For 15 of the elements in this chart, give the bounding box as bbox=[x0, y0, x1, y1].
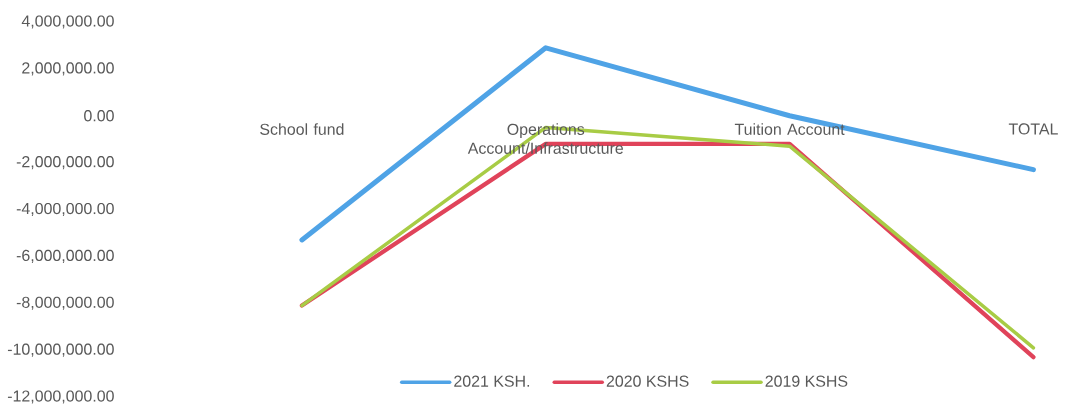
legend-label: 2020 KSHS bbox=[606, 375, 689, 387]
y-tick-label: 4,000,000.00 bbox=[21, 15, 114, 29]
x-tick-label: School fund bbox=[260, 123, 344, 135]
legend-label: 2019 KSHS bbox=[765, 375, 848, 387]
y-tick-label: -4,000,000.00 bbox=[16, 202, 114, 217]
y-tick-label: -6,000,000.00 bbox=[16, 249, 114, 263]
y-tick-label: -10,000,000.00 bbox=[7, 343, 114, 357]
x-tick-label: Tuition Account bbox=[734, 123, 845, 135]
y-tick-label: -12,000,000.00 bbox=[7, 390, 114, 404]
y-tick-label: 2,000,000.00 bbox=[22, 62, 114, 76]
y-tick-label: -8,000,000.00 bbox=[16, 296, 114, 310]
y-tick-label: -2,000,000.00 bbox=[16, 156, 114, 170]
legend-label: 2021 KSH. bbox=[454, 375, 530, 387]
x-tick-label: TOTAL bbox=[1008, 123, 1058, 135]
y-tick-label: 0.00 bbox=[84, 110, 114, 122]
